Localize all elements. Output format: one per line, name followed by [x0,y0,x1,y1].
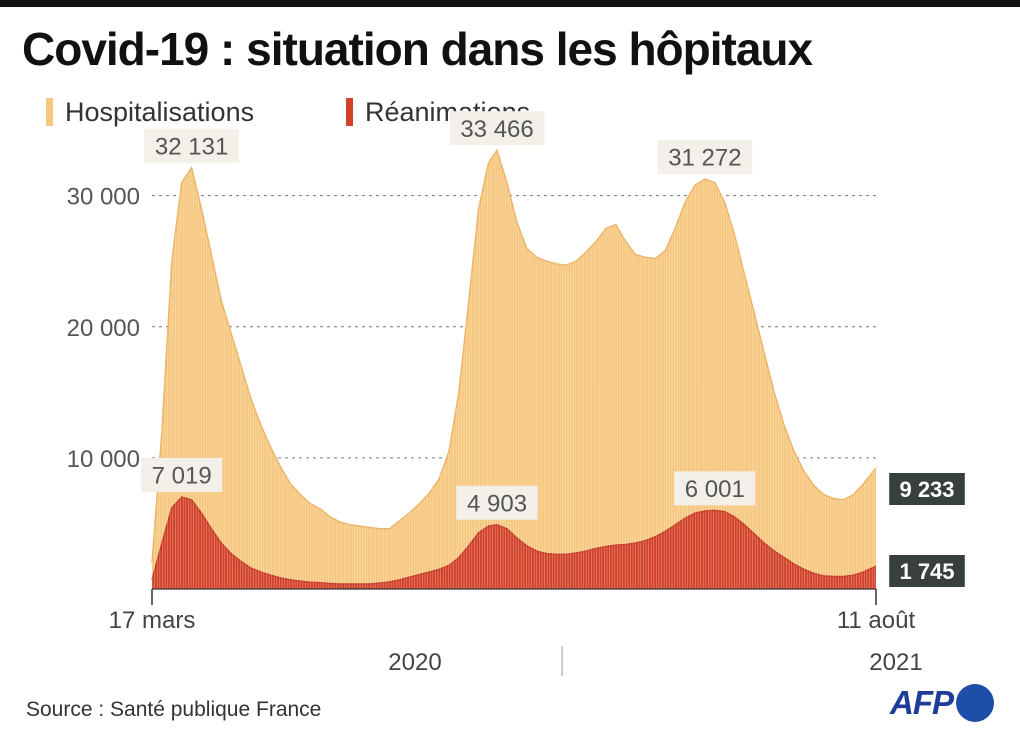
legend-swatch-reanimations [346,98,353,126]
rea-peak-label-3-bg [674,471,756,506]
hosp-peak-label-1: 32 131 [155,133,228,160]
y-tick-label-3: 30 000 [67,184,140,211]
afp-logo-dot [956,684,994,722]
line-reanimations [151,496,877,585]
x-tick-label-1: 17 mars [109,607,196,634]
source-note: Source : Santé publique France [26,698,322,721]
hosp-peak-label-2-bg [449,111,545,146]
area-reanimations [152,497,876,589]
top-rule [0,0,1020,7]
x-tick-label-2: 11 août [837,607,916,634]
rea-peak-label-1: 7 019 [152,463,212,490]
y-tick-label-1: 10 000 [67,446,140,473]
year-label-2021: 2021 [869,649,922,676]
year-label-2020: 2020 [388,649,441,676]
hosp-peak-label-3: 31 272 [668,145,741,172]
end-label-hospitalisations-bg [889,473,965,505]
rea-peak-label-2: 4 903 [467,490,527,517]
chart-title: Covid-19 : situation dans les hôpitaux [22,23,813,75]
rea-peak-label-2-bg [456,485,538,520]
end-label-hospitalisations: 9 233 [899,477,954,502]
rea-peak-label-3: 6 001 [685,476,745,503]
legend-label-hospitalisations: Hospitalisations [65,96,255,127]
hosp-peak-label-1-bg [144,128,239,163]
rea-peak-label-1-bg [141,457,223,492]
afp-logo-text: AFP [890,684,954,721]
hosp-peak-label-2: 33 466 [460,116,533,143]
end-label-reanimations: 1 745 [899,559,954,584]
hosp-peak-label-3-bg [657,139,753,174]
y-tick-label-2: 20 000 [67,315,140,342]
end-label-reanimations-bg [889,555,965,587]
line-hospitalisations [151,148,877,563]
afp-logo: AFP [890,682,994,724]
area-hospitalisations [152,150,876,589]
legend-swatch-hospitalisations [46,98,53,126]
legend-item-hospitalisations: Hospitalisations [46,96,254,128]
